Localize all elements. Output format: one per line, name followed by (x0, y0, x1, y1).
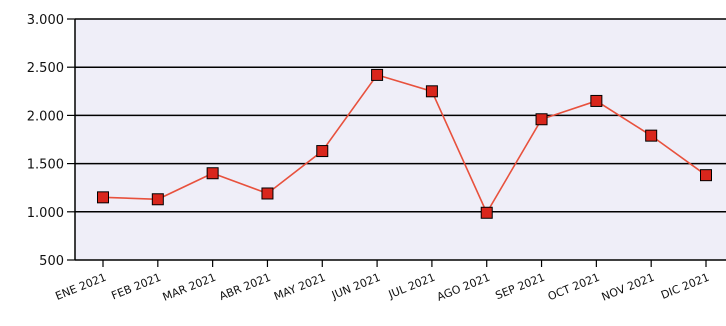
y-tick-label: 2.500 (27, 61, 64, 76)
y-tick-label: 1.000 (27, 206, 64, 221)
y-tick-label: 2.000 (27, 109, 64, 124)
x-tick-label: ABR 2021 (217, 271, 272, 303)
x-tick-label: MAR 2021 (161, 271, 218, 304)
x-tick-label: DIC 2021 (659, 271, 711, 302)
data-point (645, 129, 658, 142)
y-tick-label: 3.000 (27, 13, 64, 28)
y-tick-label: 500 (39, 254, 64, 269)
series-line (102, 73, 707, 215)
x-tick-label: AGO 2021 (435, 271, 492, 304)
x-tick-label: JUL 2021 (386, 271, 437, 302)
data-point (590, 94, 603, 107)
data-point (425, 85, 438, 98)
series-points (97, 68, 712, 219)
plot-area (75, 19, 726, 260)
x-tick-label: ENE 2021 (54, 271, 109, 303)
data-point (535, 113, 548, 126)
x-tick-label: JUN 2021 (329, 271, 382, 303)
data-point (97, 191, 109, 204)
axes (74, 19, 726, 261)
x-tick-label: OCT 2021 (546, 271, 601, 303)
data-point (316, 145, 329, 158)
data-point (700, 169, 712, 182)
y-tick-label: 1.500 (27, 158, 64, 173)
data-point (206, 167, 219, 180)
x-tick-label: MAY 2021 (272, 271, 327, 303)
x-tick-label: NOV 2021 (600, 271, 657, 304)
x-tick-label: FEB 2021 (110, 271, 163, 303)
data-point (371, 68, 384, 81)
y-axis-ticks: 500 1.000 1.500 2.000 2.500 3.000 (27, 13, 75, 269)
data-point (261, 187, 274, 200)
y-gridlines (75, 18, 726, 213)
data-point (151, 193, 164, 206)
series-lines (102, 73, 707, 215)
x-tick-label: SEP 2021 (494, 271, 547, 303)
data-point (480, 206, 493, 219)
